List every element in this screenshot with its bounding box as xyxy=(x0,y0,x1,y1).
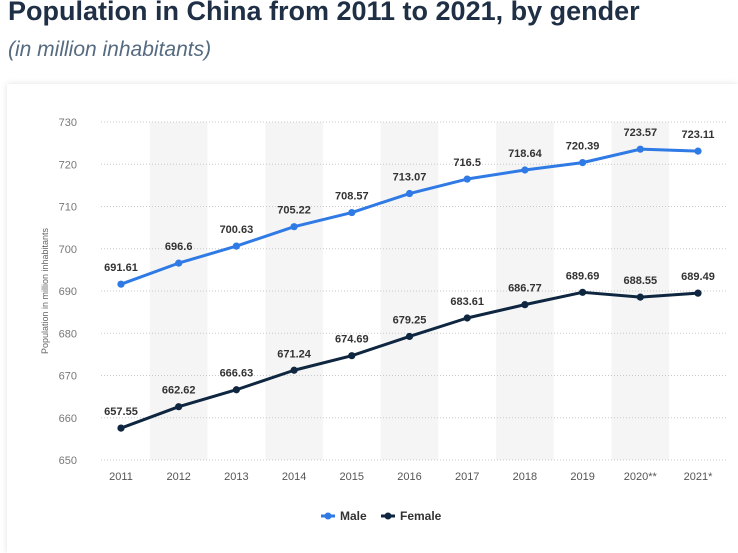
legend-marker-icon xyxy=(324,512,332,520)
data-label-male: 691.61 xyxy=(104,262,138,274)
data-label-male: 705.22 xyxy=(277,205,311,217)
data-label-female: 657.55 xyxy=(104,406,138,418)
data-label-female: 662.62 xyxy=(162,385,196,397)
data-point-male xyxy=(579,159,587,167)
data-label-female: 671.24 xyxy=(277,348,312,360)
x-tick-label: 2017 xyxy=(455,471,479,483)
data-label-male: 723.57 xyxy=(623,127,657,139)
data-point-female xyxy=(405,332,414,341)
data-point-male xyxy=(348,208,356,217)
data-point-female xyxy=(175,403,183,411)
data-label-male: 696.6 xyxy=(165,241,193,253)
data-point-male xyxy=(636,145,644,153)
x-tick-label: 2019 xyxy=(570,471,594,483)
data-point-male xyxy=(232,242,240,250)
legend[interactable]: Male Female xyxy=(321,509,442,523)
legend-item-male[interactable]: Male xyxy=(321,509,367,523)
y-tick-label: 710 xyxy=(59,202,77,214)
data-label-male: 708.57 xyxy=(335,191,369,203)
data-point-female xyxy=(636,293,644,301)
y-tick-label: 700 xyxy=(59,244,77,256)
column-bands xyxy=(149,122,670,460)
data-point-female xyxy=(579,288,587,296)
x-tick-label: 2011 xyxy=(109,471,133,483)
y-tick-label: 730 xyxy=(59,117,77,129)
data-label-female: 683.61 xyxy=(450,296,484,308)
data-point-female xyxy=(232,386,240,394)
data-label-male: 718.64 xyxy=(508,148,543,160)
y-axis-label: Population in million inhabitants xyxy=(40,227,50,354)
data-label-male: 723.11 xyxy=(681,129,714,141)
y-axis-ticks: 650 660 670 680 690 700 710 720 730 xyxy=(59,117,77,467)
data-label-female: 689.49 xyxy=(681,271,715,283)
legend-label: Female xyxy=(400,509,442,523)
data-point-male xyxy=(463,175,471,183)
series-group xyxy=(117,145,702,432)
x-tick-label: 2020** xyxy=(624,471,658,483)
chart-title: Population in China from 2011 to 2021, b… xyxy=(8,0,640,26)
data-point-male xyxy=(290,223,298,231)
column-band xyxy=(265,122,323,460)
data-label-female: 679.25 xyxy=(393,314,427,326)
data-point-male xyxy=(117,280,125,288)
data-label-female: 689.69 xyxy=(566,270,600,282)
y-tick-label: 660 xyxy=(59,413,77,425)
x-tick-label: 2015 xyxy=(340,471,364,483)
x-tick-label: 2012 xyxy=(166,471,190,483)
x-tick-label: 2014 xyxy=(282,471,306,483)
legend-item-female[interactable]: Female xyxy=(381,509,442,523)
x-tick-label: 2013 xyxy=(224,471,248,483)
data-label-male: 720.39 xyxy=(566,141,600,153)
data-label-female: 686.77 xyxy=(508,283,542,295)
gridlines xyxy=(101,121,727,461)
data-label-male: 716.5 xyxy=(453,157,481,169)
data-point-female xyxy=(348,352,356,360)
chart-card: 650 660 670 680 690 700 710 720 730 2011 2012 2013… xyxy=(7,84,738,553)
data-point-female xyxy=(694,289,702,297)
data-point-male xyxy=(694,147,702,155)
line-chart: 650 660 670 680 690 700 710 720 730 2011 2012 2013… xyxy=(40,117,727,523)
data-point-male xyxy=(405,189,414,198)
legend-marker-icon xyxy=(384,512,392,520)
y-tick-label: 650 xyxy=(59,455,77,467)
data-point-female xyxy=(521,301,529,309)
data-label-male: 713.07 xyxy=(393,172,427,184)
data-label-male: 700.63 xyxy=(220,224,254,236)
data-point-male xyxy=(175,259,183,267)
data-point-female xyxy=(290,366,298,374)
chart-subtitle: (in million inhabitants) xyxy=(8,38,212,61)
y-tick-label: 670 xyxy=(59,371,77,383)
legend-label: Male xyxy=(340,509,367,523)
x-tick-label: 2016 xyxy=(397,471,421,483)
x-tick-label: 2018 xyxy=(513,471,537,483)
data-label-female: 688.55 xyxy=(623,275,657,287)
x-axis-ticks: 2011 2012 2013 2014 2015 2016 2017 2018 2019 2020… xyxy=(109,471,713,483)
data-label-female: 674.69 xyxy=(335,334,369,346)
data-point-male xyxy=(521,166,529,174)
data-point-female xyxy=(117,424,125,432)
y-tick-label: 690 xyxy=(59,286,77,298)
x-tick-label: 2021* xyxy=(684,471,713,483)
y-tick-label: 680 xyxy=(59,328,77,340)
data-label-female: 666.63 xyxy=(220,368,254,380)
data-labels: 691.61 696.6 700.63 705.22 708.57 713.07 716.5… xyxy=(104,127,715,418)
data-point-female xyxy=(463,314,471,322)
y-tick-label: 720 xyxy=(59,159,77,171)
